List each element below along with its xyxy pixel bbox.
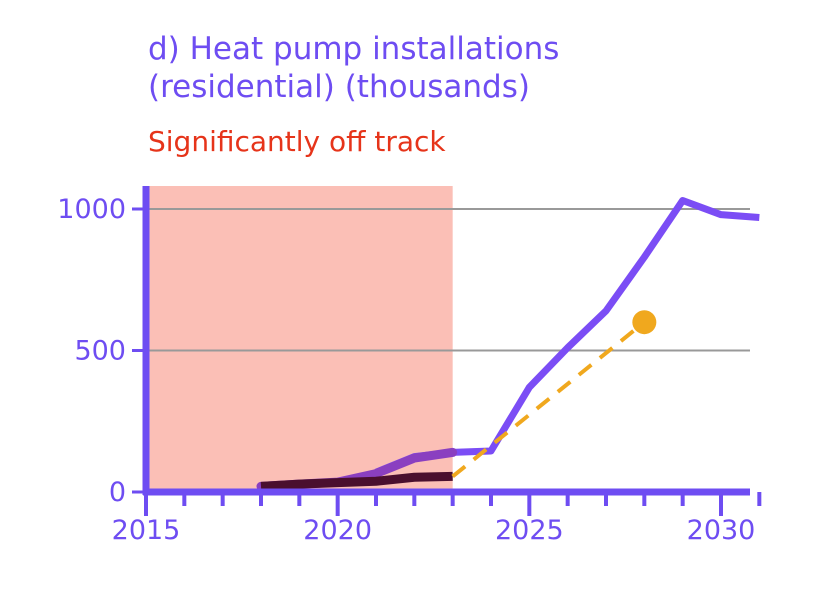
y-tick-label: 0	[109, 477, 126, 508]
y-tick-label: 500	[74, 336, 126, 367]
shaded-region	[146, 186, 453, 492]
chart-title: d) Heat pump installations (residential)…	[148, 30, 768, 106]
series-line-outturn	[260, 471, 453, 491]
x-tick-label: 2020	[303, 515, 372, 546]
series-line-target-dashed	[451, 320, 646, 478]
status-label: Significantly off track	[148, 125, 446, 158]
y-tick-label: 1000	[57, 194, 126, 225]
x-tick-label: 2025	[495, 515, 564, 546]
target-marker	[632, 310, 657, 335]
chart-title-line-1: d) Heat pump installations	[148, 31, 560, 67]
x-tick-label: 2015	[112, 515, 181, 546]
x-tick-label: 2030	[687, 515, 756, 546]
chart-title-line-2: (residential) (thousands)	[148, 69, 530, 105]
